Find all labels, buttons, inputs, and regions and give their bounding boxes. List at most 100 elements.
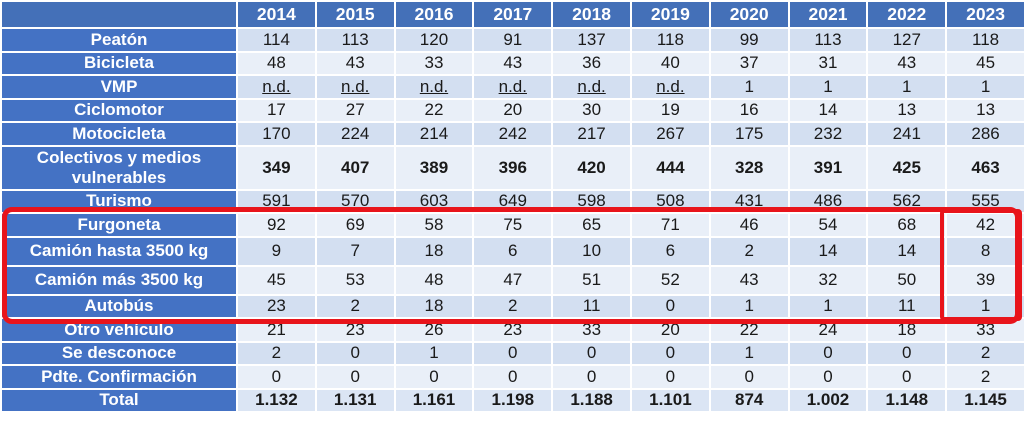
table-row: Total 1.132 1.131 1.161 1.198 1.188 1.101 874 1.… bbox=[0, 387, 1024, 413]
table-row: Se desconoce 2 0 1 0 0 0 1 0 0 2 bbox=[0, 340, 1024, 366]
value-cell: 1 bbox=[866, 74, 948, 100]
value-cell: 33 bbox=[551, 317, 632, 343]
value-cell: 113 bbox=[314, 27, 396, 53]
value-cell: 591 bbox=[236, 188, 317, 214]
value-cell: 2 bbox=[472, 293, 554, 319]
table-row: Otro vehículo 21 23 26 23 33 20 22 24 18 33 bbox=[0, 317, 1024, 343]
row-label: Otro vehículo bbox=[0, 317, 238, 343]
year-header: 2022 bbox=[866, 0, 948, 29]
value-cell: 1 bbox=[708, 340, 790, 366]
value-cell: 328 bbox=[708, 144, 790, 191]
value-cell: 13 bbox=[866, 97, 948, 123]
value-cell: 23 bbox=[314, 317, 396, 343]
value-cell: 0 bbox=[787, 364, 869, 390]
value-cell: 26 bbox=[393, 317, 475, 343]
value-cell: 241 bbox=[866, 121, 948, 147]
value-cell: 349 bbox=[236, 144, 317, 191]
value-cell: 7 bbox=[314, 235, 396, 267]
value-cell: 175 bbox=[708, 121, 790, 147]
value-cell: 52 bbox=[629, 264, 711, 296]
value-cell: 1.101 bbox=[629, 387, 711, 413]
value-cell: 33 bbox=[945, 317, 1024, 343]
value-cell: 0 bbox=[866, 340, 948, 366]
value-cell: 23 bbox=[236, 293, 317, 319]
table-row: VMP n.d. n.d. n.d. n.d. n.d. n.d. 1 1 1 1 bbox=[0, 74, 1024, 100]
value-cell: n.d. bbox=[629, 74, 711, 100]
value-cell: 1.148 bbox=[866, 387, 948, 413]
value-cell: 603 bbox=[393, 188, 475, 214]
value-cell: 10 bbox=[551, 235, 632, 267]
row-label: Furgoneta bbox=[0, 212, 238, 238]
value-cell: 13 bbox=[945, 97, 1024, 123]
value-cell: 11 bbox=[866, 293, 948, 319]
row-label: Peatón bbox=[0, 27, 238, 53]
value-cell: 217 bbox=[551, 121, 632, 147]
table-row: Colectivos y medios vulnerables 349 407 389… bbox=[0, 144, 1024, 191]
value-cell: 16 bbox=[708, 97, 790, 123]
value-cell: 14 bbox=[787, 235, 869, 267]
table-row: Furgoneta 92 69 58 75 65 71 46 54 68 42 bbox=[0, 212, 1024, 238]
value-cell: 1.002 bbox=[787, 387, 869, 413]
value-cell: 65 bbox=[551, 212, 632, 238]
value-cell: 18 bbox=[866, 317, 948, 343]
table-row: Bicicleta 48 43 33 43 36 40 37 31 43 45 bbox=[0, 50, 1024, 76]
value-cell: 36 bbox=[551, 50, 632, 76]
value-cell: 137 bbox=[551, 27, 632, 53]
value-cell: 1.145 bbox=[945, 387, 1024, 413]
year-header: 2019 bbox=[629, 0, 711, 29]
value-cell: 24 bbox=[787, 317, 869, 343]
value-cell: 508 bbox=[629, 188, 711, 214]
year-header: 2016 bbox=[393, 0, 475, 29]
value-cell: 8 bbox=[945, 235, 1024, 267]
value-cell: n.d. bbox=[472, 74, 554, 100]
value-cell: 2 bbox=[236, 340, 317, 366]
value-cell: 118 bbox=[945, 27, 1024, 53]
value-cell: 1 bbox=[787, 74, 869, 100]
value-cell: 39 bbox=[945, 264, 1024, 296]
row-label: Pdte. Confirmación bbox=[0, 364, 238, 390]
value-cell: 91 bbox=[472, 27, 554, 53]
row-label: Motocicleta bbox=[0, 121, 238, 147]
table-row: Turismo 591 570 603 649 598 508 431 486 562 555 bbox=[0, 188, 1024, 214]
value-cell: 649 bbox=[472, 188, 554, 214]
value-cell: 33 bbox=[393, 50, 475, 76]
value-cell: 68 bbox=[866, 212, 948, 238]
value-cell: 2 bbox=[708, 235, 790, 267]
corner-cell bbox=[0, 0, 238, 29]
row-label: Autobús bbox=[0, 293, 238, 319]
value-cell: n.d. bbox=[236, 74, 317, 100]
value-cell: 598 bbox=[551, 188, 632, 214]
value-cell: 46 bbox=[708, 212, 790, 238]
table-row: Autobús 23 2 18 2 11 0 1 1 11 1 bbox=[0, 293, 1024, 319]
value-cell: 37 bbox=[708, 50, 790, 76]
value-cell: 20 bbox=[629, 317, 711, 343]
value-cell: 0 bbox=[472, 340, 554, 366]
row-label: Bicicleta bbox=[0, 50, 238, 76]
value-cell: 389 bbox=[393, 144, 475, 191]
value-cell: 0 bbox=[629, 293, 711, 319]
value-cell: 1.132 bbox=[236, 387, 317, 413]
value-cell: 0 bbox=[236, 364, 317, 390]
value-cell: 874 bbox=[708, 387, 790, 413]
value-cell: 6 bbox=[472, 235, 554, 267]
value-cell: 0 bbox=[393, 364, 475, 390]
value-cell: 32 bbox=[787, 264, 869, 296]
value-cell: 224 bbox=[314, 121, 396, 147]
year-header: 2014 bbox=[236, 0, 317, 29]
value-cell: 11 bbox=[551, 293, 632, 319]
value-cell: 2 bbox=[945, 340, 1024, 366]
value-cell: 9 bbox=[236, 235, 317, 267]
value-cell: 19 bbox=[629, 97, 711, 123]
value-cell: 43 bbox=[866, 50, 948, 76]
value-cell: 30 bbox=[551, 97, 632, 123]
row-label: Turismo bbox=[0, 188, 238, 214]
year-header: 2023 bbox=[945, 0, 1024, 29]
row-label: VMP bbox=[0, 74, 238, 100]
value-cell: 0 bbox=[472, 364, 554, 390]
value-cell: 1 bbox=[945, 293, 1024, 319]
value-cell: 396 bbox=[472, 144, 554, 191]
year-header: 2021 bbox=[787, 0, 869, 29]
value-cell: 58 bbox=[393, 212, 475, 238]
value-cell: 170 bbox=[236, 121, 317, 147]
value-cell: 463 bbox=[945, 144, 1024, 191]
